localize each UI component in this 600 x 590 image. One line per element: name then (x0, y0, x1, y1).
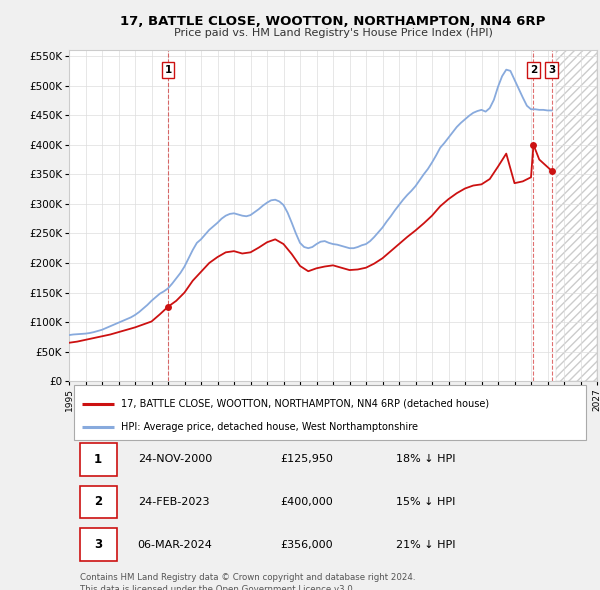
Text: 06-MAR-2024: 06-MAR-2024 (137, 539, 212, 549)
Text: HPI: Average price, detached house, West Northamptonshire: HPI: Average price, detached house, West… (121, 422, 418, 432)
Text: 3: 3 (94, 538, 102, 551)
Text: 1: 1 (94, 453, 102, 466)
Text: £356,000: £356,000 (280, 539, 333, 549)
Text: Contains HM Land Registry data © Crown copyright and database right 2024.
This d: Contains HM Land Registry data © Crown c… (80, 573, 415, 590)
Text: 24-FEB-2023: 24-FEB-2023 (137, 497, 209, 507)
Text: 2: 2 (94, 496, 102, 509)
Text: 2: 2 (530, 65, 537, 75)
Bar (556, 50, 597, 381)
Text: £400,000: £400,000 (280, 497, 333, 507)
FancyBboxPatch shape (80, 486, 116, 518)
Text: 17, BATTLE CLOSE, WOOTTON, NORTHAMPTON, NN4 6RP (detached house): 17, BATTLE CLOSE, WOOTTON, NORTHAMPTON, … (121, 398, 489, 408)
Text: £125,950: £125,950 (280, 454, 333, 464)
FancyBboxPatch shape (80, 443, 116, 476)
Text: 15% ↓ HPI: 15% ↓ HPI (397, 497, 456, 507)
Text: Price paid vs. HM Land Registry's House Price Index (HPI): Price paid vs. HM Land Registry's House … (173, 28, 493, 38)
Bar (556, 50, 597, 381)
FancyBboxPatch shape (80, 528, 116, 560)
Text: 18% ↓ HPI: 18% ↓ HPI (397, 454, 456, 464)
Text: 17, BATTLE CLOSE, WOOTTON, NORTHAMPTON, NN4 6RP: 17, BATTLE CLOSE, WOOTTON, NORTHAMPTON, … (121, 15, 545, 28)
Text: 24-NOV-2000: 24-NOV-2000 (137, 454, 212, 464)
FancyBboxPatch shape (74, 385, 586, 440)
Text: 1: 1 (164, 65, 172, 75)
Text: 3: 3 (548, 65, 555, 75)
Text: 21% ↓ HPI: 21% ↓ HPI (397, 539, 456, 549)
